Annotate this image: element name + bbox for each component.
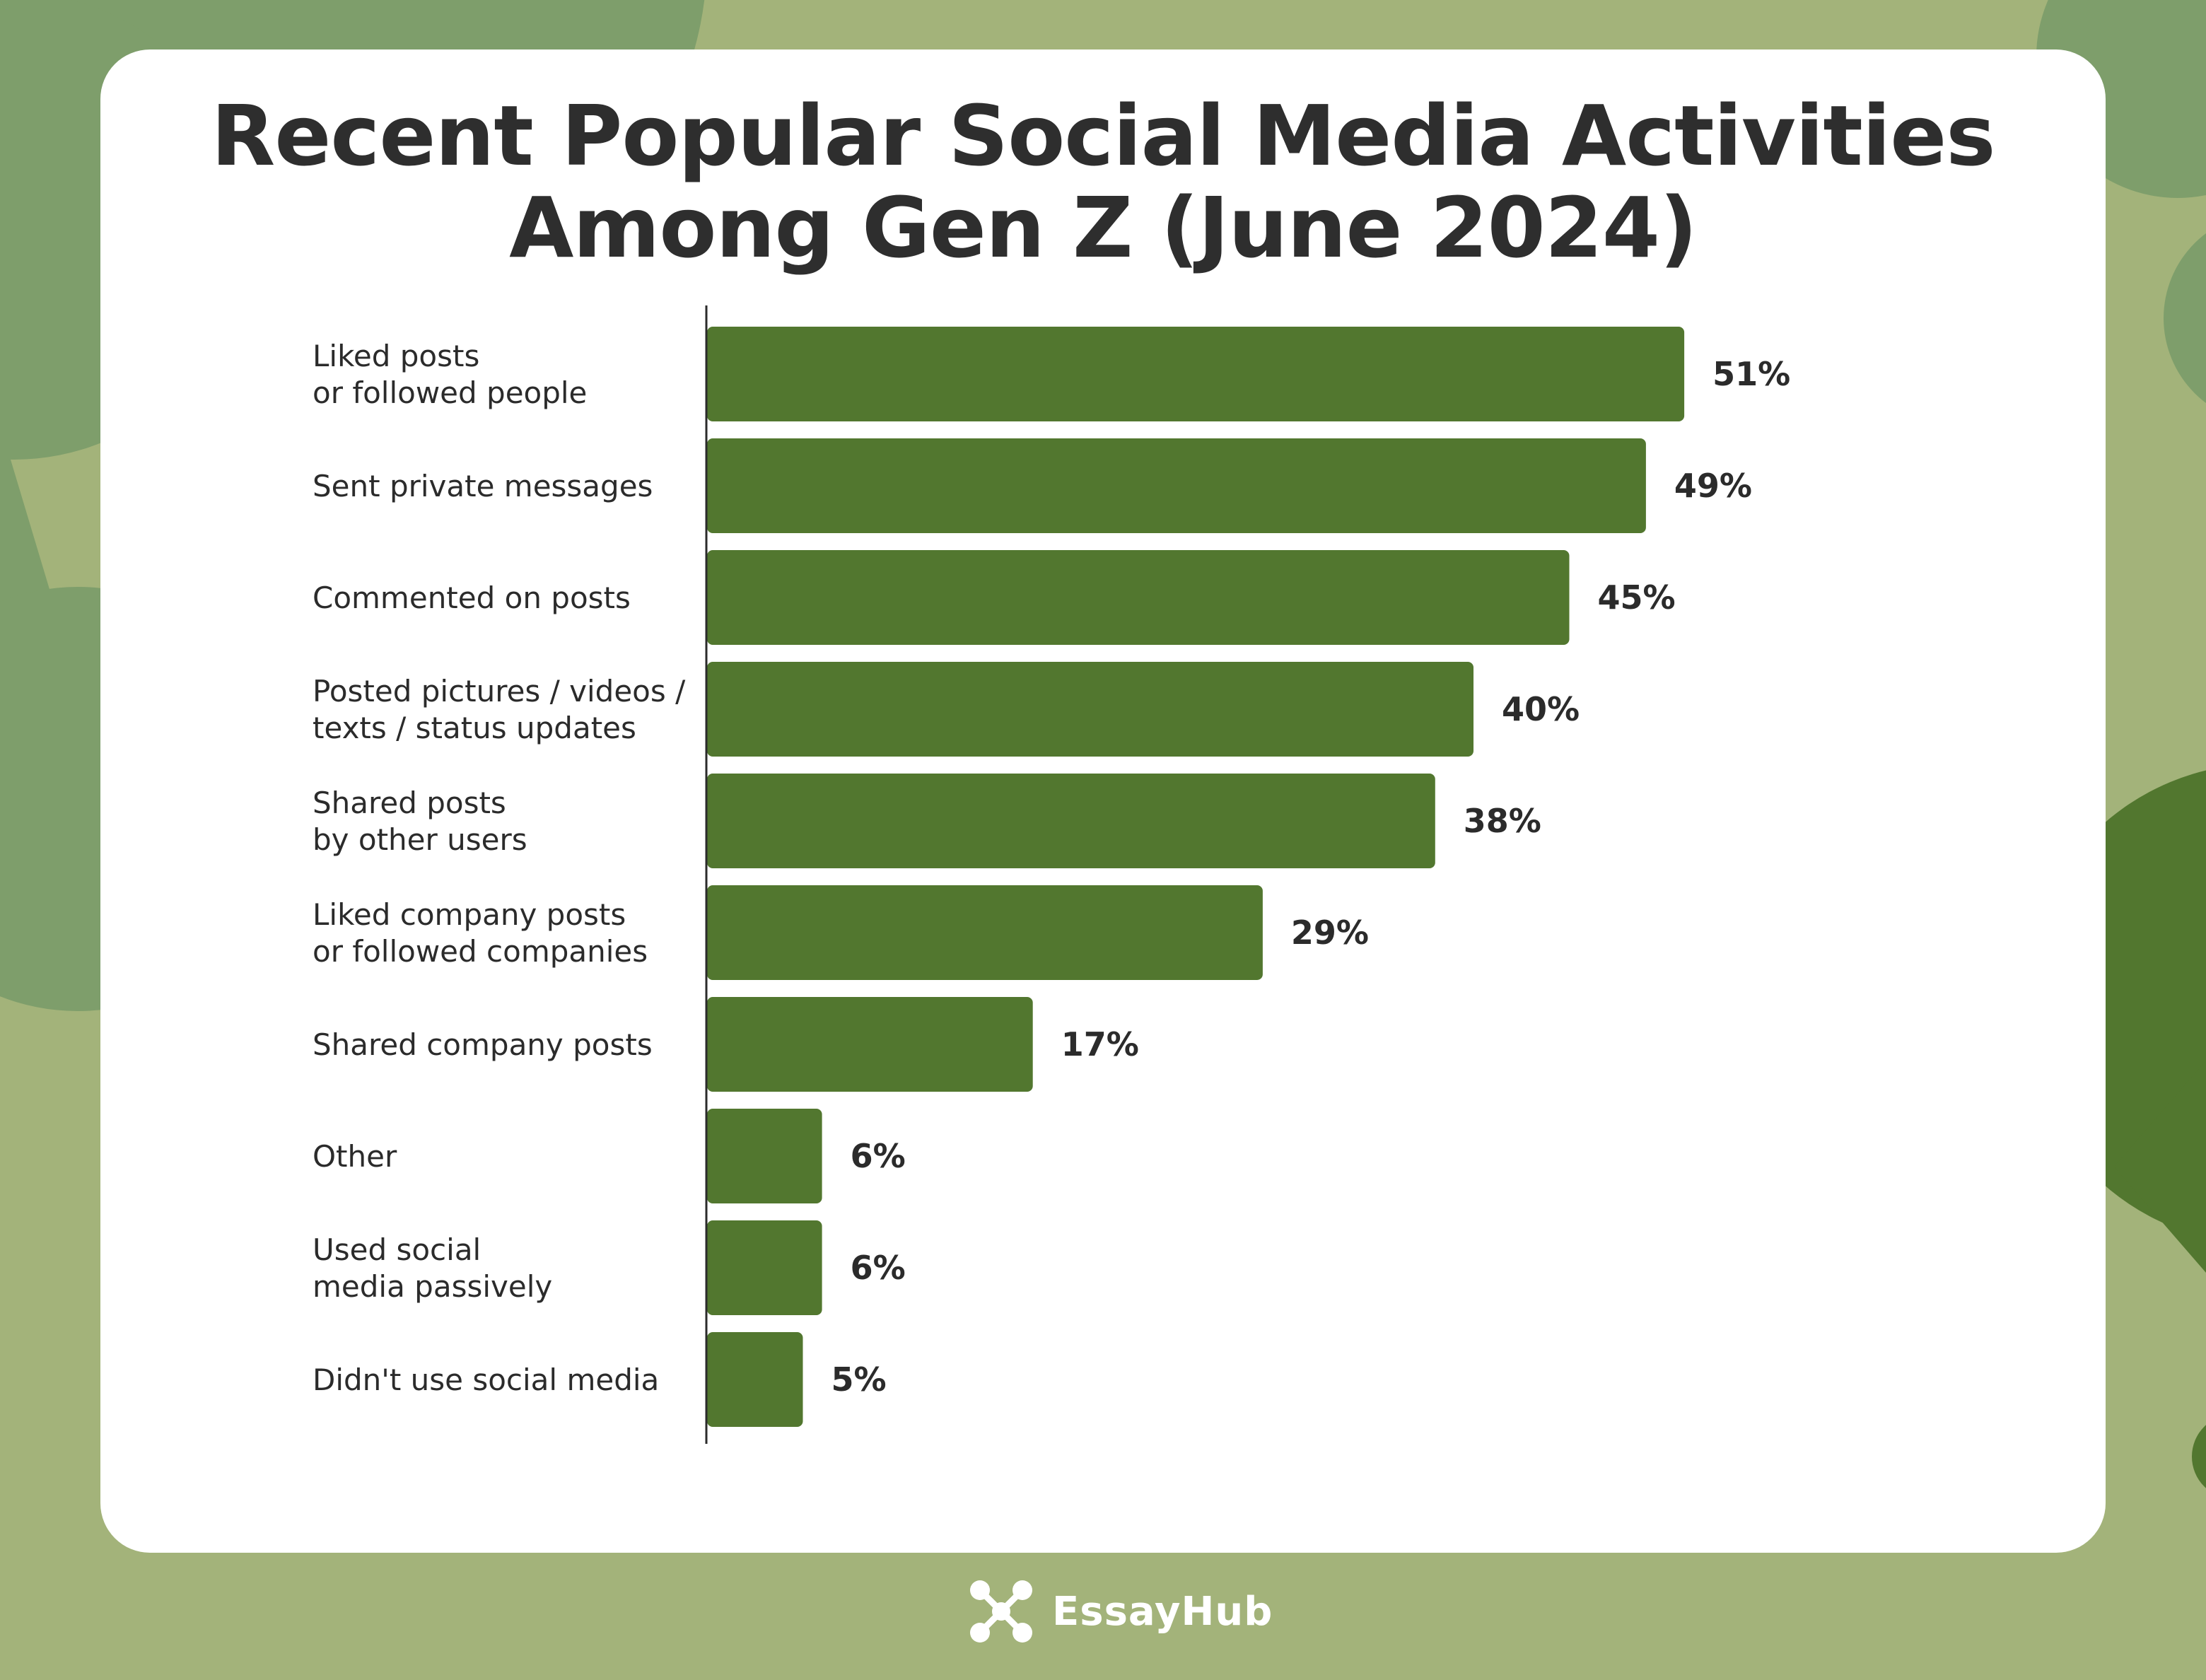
bar-5 bbox=[707, 885, 1263, 980]
category-label-3-line-1: texts / status updates bbox=[313, 711, 636, 745]
value-label-3: 40% bbox=[1502, 690, 1580, 728]
bar-2 bbox=[707, 550, 1570, 645]
category-label-3: Posted pictures / videos / texts / status… bbox=[313, 674, 686, 745]
value-label-0: 51% bbox=[1712, 355, 1790, 393]
value-label-8: 6% bbox=[851, 1249, 906, 1287]
category-labels: Liked posts or followed people Sent privat… bbox=[313, 339, 686, 1397]
category-label-5-line-1: or followed companies bbox=[313, 934, 648, 969]
category-label-9-line-0: Didn't use social media bbox=[313, 1363, 659, 1397]
value-label-5: 29% bbox=[1291, 914, 1369, 952]
category-label-2-line-0: Commented on posts bbox=[313, 581, 631, 615]
category-label-0-line-1: or followed people bbox=[313, 375, 587, 410]
value-label-7: 6% bbox=[851, 1137, 906, 1175]
category-label-4-line-1: by other users bbox=[313, 822, 527, 857]
category-label-8-line-1: media passively bbox=[313, 1269, 552, 1304]
value-label-2: 45% bbox=[1598, 578, 1676, 617]
category-label-1-line-0: Sent private messages bbox=[313, 469, 653, 503]
category-label-4-line-0: Shared posts bbox=[313, 786, 506, 820]
category-label-6-line-0: Shared company posts bbox=[313, 1027, 653, 1062]
bar-8 bbox=[707, 1220, 822, 1315]
category-label-0-line-0: Liked posts bbox=[313, 339, 479, 373]
category-label-7: Other bbox=[313, 1139, 397, 1174]
category-label-3-line-0: Posted pictures / videos / bbox=[313, 674, 686, 708]
chart-title-line-1: Recent Popular Social Media Activities bbox=[211, 87, 1995, 185]
category-label-5-line-0: Liked company posts bbox=[313, 897, 626, 932]
value-label-4: 38% bbox=[1464, 802, 1541, 840]
category-label-1: Sent private messages bbox=[313, 469, 653, 503]
value-label-1: 49% bbox=[1674, 467, 1752, 505]
bar-6 bbox=[707, 997, 1033, 1092]
brand-name: EssayHub bbox=[1052, 1588, 1273, 1635]
chart-title-line-2: Among Gen Z (June 2024) bbox=[509, 179, 1698, 276]
bar-9 bbox=[707, 1332, 803, 1427]
category-label-4: Shared posts by other users bbox=[313, 786, 527, 857]
value-label-6: 17% bbox=[1061, 1025, 1139, 1063]
category-label-5: Liked company posts or followed companies bbox=[313, 897, 648, 969]
category-label-2: Commented on posts bbox=[313, 581, 631, 615]
category-label-8-line-0: Used social bbox=[313, 1232, 481, 1267]
bar-1 bbox=[707, 438, 1646, 533]
category-label-8: Used social media passively bbox=[313, 1232, 552, 1304]
category-label-9: Didn't use social media bbox=[313, 1363, 659, 1397]
value-labels: 51% 49% 45% 40% 38% 29% 17% 6% 6% 5% bbox=[831, 355, 1791, 1399]
category-label-6: Shared company posts bbox=[313, 1027, 653, 1062]
category-label-0: Liked posts or followed people bbox=[313, 339, 587, 410]
brand-logo: EssayHub bbox=[969, 1578, 1273, 1645]
value-label-9: 5% bbox=[831, 1360, 887, 1399]
bar-0 bbox=[707, 327, 1685, 421]
category-label-7-line-0: Other bbox=[313, 1139, 397, 1174]
bar-3 bbox=[707, 662, 1473, 757]
bars bbox=[707, 327, 1685, 1427]
bar-4 bbox=[707, 774, 1435, 868]
network-nodes-icon bbox=[970, 1580, 1032, 1643]
bar-7 bbox=[707, 1109, 822, 1203]
